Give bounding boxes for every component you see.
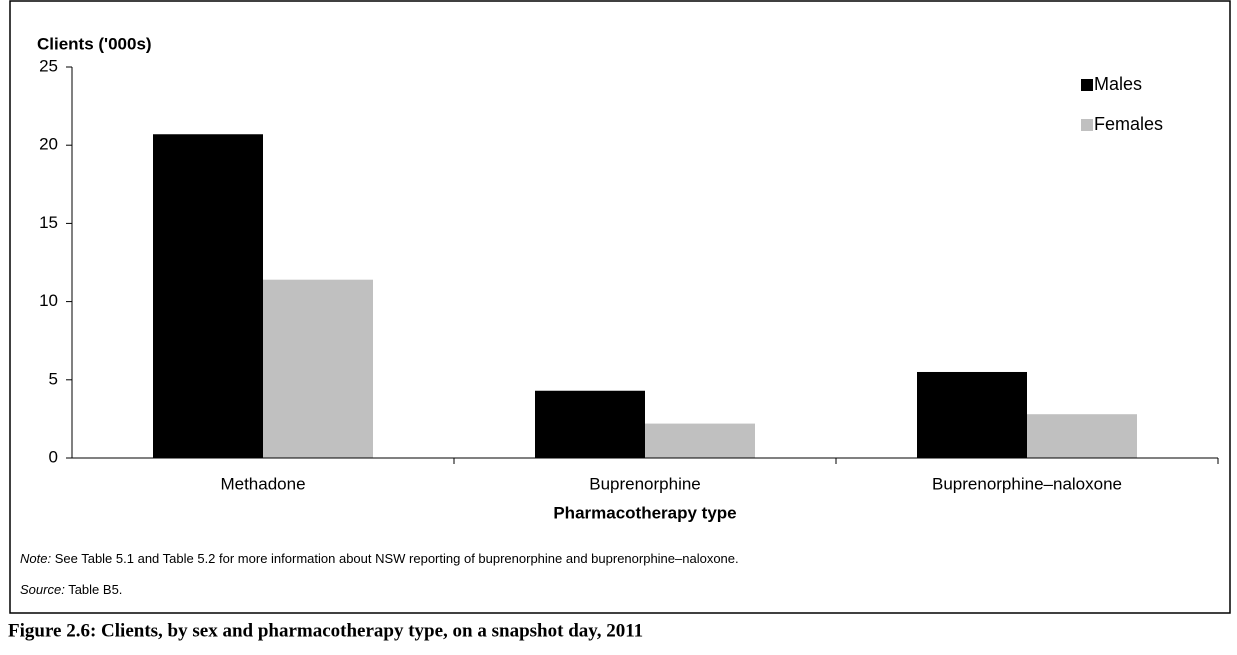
bar xyxy=(645,423,755,458)
y-tick-label: 10 xyxy=(39,291,58,310)
source: Source: Table B5. xyxy=(20,582,122,597)
x-tick-label: Buprenorphine xyxy=(589,474,701,493)
source-text: Table B5. xyxy=(68,582,122,597)
note-text: See Table 5.1 and Table 5.2 for more inf… xyxy=(55,551,739,566)
y-tick-label: 5 xyxy=(49,369,58,388)
y-tick-label: 20 xyxy=(39,135,58,154)
caption: Figure 2.6: Clients, by sex and pharmaco… xyxy=(8,620,643,641)
bar xyxy=(917,371,1027,458)
note-label: Note: xyxy=(20,551,51,566)
y-tick-label: 0 xyxy=(49,447,58,466)
bar xyxy=(535,390,645,458)
bar xyxy=(1027,414,1137,458)
bar xyxy=(153,134,263,458)
x-tick-label: Methadone xyxy=(220,474,305,493)
y-tick-label: 25 xyxy=(39,56,58,75)
frame xyxy=(9,0,1231,614)
x-tick-label: Buprenorphine–naloxone xyxy=(932,474,1122,493)
legend-swatch xyxy=(1081,119,1093,131)
legend-swatch xyxy=(1081,79,1093,91)
y-tick-label: 15 xyxy=(39,213,58,232)
legend-label: Females xyxy=(1094,114,1163,134)
legend-label: Males xyxy=(1094,74,1142,94)
bar xyxy=(263,279,373,458)
x-axis-title: Pharmacotherapy type xyxy=(553,503,736,522)
y-axis-title: Clients ('000s) xyxy=(37,34,152,53)
source-label: Source: xyxy=(20,582,65,597)
note: Note: See Table 5.1 and Table 5.2 for mo… xyxy=(20,551,739,566)
